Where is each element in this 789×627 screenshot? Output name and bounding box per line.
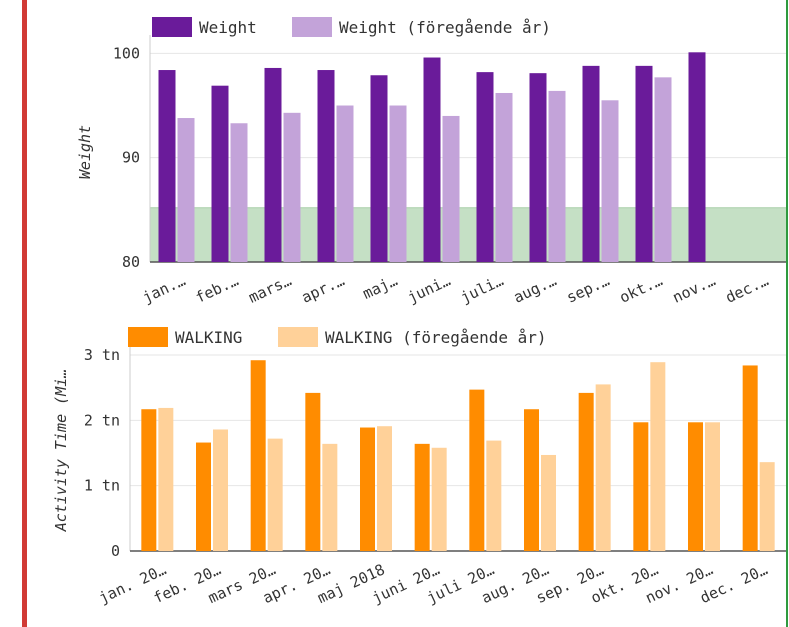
bar-current-2[interactable] bbox=[264, 67, 282, 262]
bar-current-0[interactable] bbox=[141, 409, 157, 551]
bar-current-5[interactable] bbox=[423, 57, 441, 263]
bar-current-11[interactable] bbox=[742, 365, 758, 551]
legend-label-0[interactable]: WALKING bbox=[175, 328, 242, 347]
x-tick-label: juli… bbox=[458, 271, 507, 306]
bar-current-0[interactable] bbox=[158, 70, 176, 263]
x-tick-label: juni… bbox=[405, 271, 454, 306]
legend-swatch-0[interactable] bbox=[128, 327, 168, 347]
bar-current-6[interactable] bbox=[469, 389, 485, 551]
y-tick-label: 1 tn bbox=[84, 477, 120, 495]
bar-previous-2[interactable] bbox=[267, 438, 283, 551]
bar-previous-4[interactable] bbox=[377, 426, 392, 551]
bar-current-10[interactable] bbox=[688, 422, 703, 551]
bar-previous-9[interactable] bbox=[650, 362, 666, 551]
bar-previous-1[interactable] bbox=[230, 123, 248, 262]
bar-previous-4[interactable] bbox=[389, 105, 407, 262]
y-tick-label: 0 bbox=[111, 542, 120, 560]
y-tick-label: 80 bbox=[122, 253, 140, 271]
bar-current-2[interactable] bbox=[250, 360, 266, 551]
x-tick-label: maj… bbox=[360, 271, 400, 303]
bar-previous-6[interactable] bbox=[486, 440, 502, 551]
bar-previous-0[interactable] bbox=[158, 407, 174, 551]
x-tick-label: sep.… bbox=[564, 271, 613, 306]
bar-previous-3[interactable] bbox=[322, 443, 338, 551]
bar-current-3[interactable] bbox=[305, 392, 321, 551]
bar-previous-8[interactable] bbox=[601, 100, 619, 262]
bar-current-6[interactable] bbox=[476, 72, 494, 262]
bar-previous-5[interactable] bbox=[442, 115, 460, 262]
y-tick-label: 3 tn bbox=[84, 346, 120, 364]
bar-previous-2[interactable] bbox=[283, 112, 301, 262]
bar-previous-7[interactable] bbox=[548, 90, 566, 263]
bar-current-9[interactable] bbox=[635, 65, 653, 262]
bar-current-1[interactable] bbox=[211, 85, 229, 262]
bar-current-4[interactable] bbox=[360, 427, 375, 551]
bar-current-4[interactable] bbox=[370, 75, 388, 262]
legend-label-1[interactable]: WALKING (föregående år) bbox=[325, 328, 547, 347]
bar-current-3[interactable] bbox=[317, 70, 335, 263]
x-tick-label: feb.… bbox=[193, 271, 242, 306]
bar-previous-3[interactable] bbox=[336, 105, 354, 262]
bar-previous-9[interactable] bbox=[654, 77, 672, 263]
bar-current-9[interactable] bbox=[633, 422, 649, 551]
legend-label-1[interactable]: Weight (föregående år) bbox=[339, 18, 551, 37]
bar-previous-11[interactable] bbox=[759, 462, 775, 551]
bar-current-8[interactable] bbox=[578, 392, 594, 551]
bar-previous-0[interactable] bbox=[177, 118, 195, 263]
legend-swatch-1[interactable] bbox=[292, 17, 332, 37]
y-tick-label: 90 bbox=[122, 149, 140, 167]
legend-label-0[interactable]: Weight bbox=[199, 18, 257, 37]
x-tick-label: aug.… bbox=[511, 271, 560, 306]
bar-current-7[interactable] bbox=[524, 409, 539, 551]
right-border bbox=[786, 0, 788, 627]
bar-previous-10[interactable] bbox=[705, 422, 720, 551]
bar-current-10[interactable] bbox=[688, 52, 706, 262]
bar-previous-5[interactable] bbox=[431, 447, 447, 551]
bar-previous-6[interactable] bbox=[495, 92, 513, 262]
x-tick-label: mars… bbox=[246, 271, 295, 306]
y-axis-label: Weight bbox=[76, 125, 94, 179]
legend-swatch-1[interactable] bbox=[278, 327, 318, 347]
left-border bbox=[22, 0, 27, 627]
bar-current-8[interactable] bbox=[582, 65, 600, 262]
legend-swatch-0[interactable] bbox=[152, 17, 192, 37]
bar-current-5[interactable] bbox=[414, 443, 430, 551]
y-axis-label: Activity Time (Mi… bbox=[52, 369, 70, 533]
y-tick-label: 100 bbox=[113, 44, 140, 62]
x-tick-label: apr.… bbox=[299, 271, 348, 306]
bar-current-1[interactable] bbox=[196, 442, 211, 551]
x-tick-label: jan.… bbox=[140, 271, 189, 306]
weight-chart: 80 90 100 Weight jan.… feb.… mars… apr.… maj… jun… bbox=[76, 17, 786, 307]
x-tick-label: okt.… bbox=[617, 271, 666, 306]
bar-current-7[interactable] bbox=[529, 73, 547, 262]
x-tick-label: dec.… bbox=[723, 271, 772, 306]
bar-previous-1[interactable] bbox=[213, 429, 228, 551]
bar-previous-7[interactable] bbox=[541, 454, 556, 551]
x-tick-label: nov.… bbox=[670, 271, 719, 306]
y-tick-label: 2 tn bbox=[84, 411, 120, 429]
bar-previous-8[interactable] bbox=[595, 384, 611, 551]
target-range-band bbox=[150, 207, 786, 262]
